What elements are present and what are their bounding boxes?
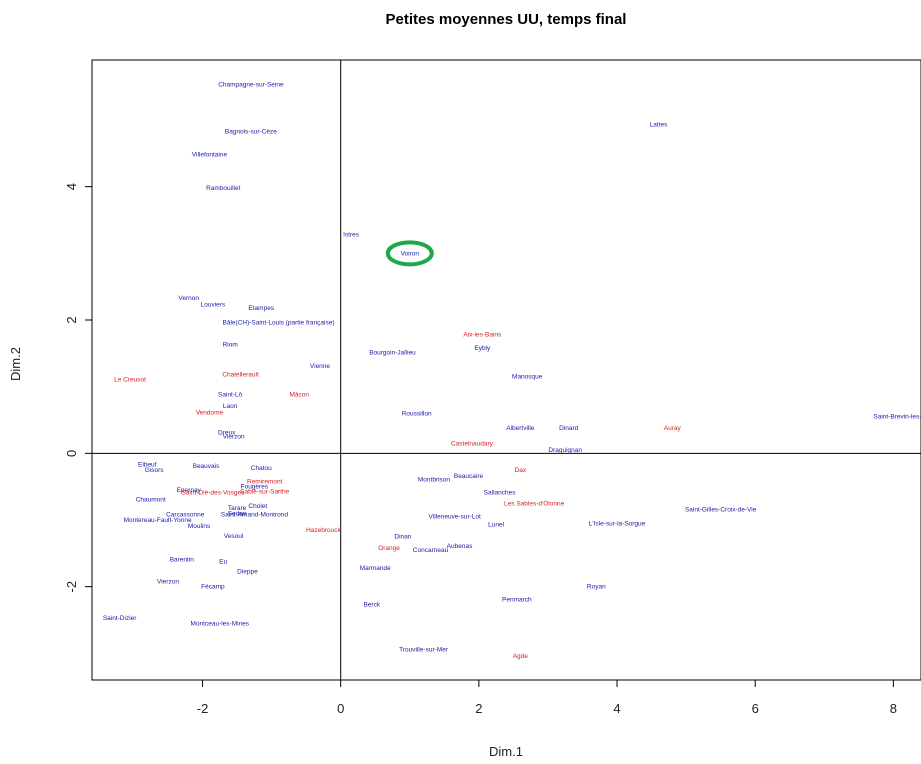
- point-label: Vierzon: [223, 434, 245, 441]
- point-label: Dinard: [559, 425, 579, 432]
- point-label: Saint-Dié-des-Vosges: [181, 490, 245, 497]
- plot-frame: [91, 59, 921, 681]
- point-label: Les Sables-d'Olonne: [504, 500, 565, 507]
- point-label: Vendome: [196, 410, 224, 417]
- point-label: Vierzon: [157, 578, 179, 585]
- y-tick-label: 0: [64, 450, 79, 457]
- point-label: Agde: [513, 653, 529, 660]
- point-label: Bâle(CH)-Saint-Louis (partie française): [223, 320, 335, 327]
- point-label: Lattes: [650, 122, 668, 129]
- highlight-layer: [385, 240, 434, 267]
- point-label: Manosque: [512, 374, 543, 381]
- y-axis: -2 0 2 4: [64, 183, 92, 592]
- point-label: Eu: [219, 558, 227, 565]
- point-label: Cholet: [248, 503, 267, 510]
- point-label: Barentin: [170, 556, 195, 563]
- highlight-ellipse: [385, 240, 434, 267]
- point-label: Roussillon: [402, 410, 432, 417]
- point-label: Fougères: [241, 484, 269, 491]
- chart-title: Petites moyennes UU, temps final: [386, 11, 627, 28]
- point-label: Saint-Amand-Montrond: [221, 512, 289, 519]
- x-tick-label: 0: [337, 701, 344, 716]
- point-label: Laon: [223, 403, 238, 410]
- x-axis-label: Dim.1: [489, 744, 523, 759]
- point-label: Sablé-sur-Sarthe: [240, 488, 290, 495]
- point-label: Epernay: [177, 487, 202, 494]
- point-label: L'Isle-sur-la-Sorgue: [589, 520, 646, 527]
- point-label: Villefontaine: [192, 152, 228, 159]
- point-label: Saint-Lô: [218, 392, 243, 399]
- point-label: Istres: [343, 232, 360, 239]
- point-label: Orange: [378, 545, 400, 552]
- point-label: Bagnols-sur-Cèze: [225, 128, 277, 135]
- x-tick-label: 2: [475, 701, 482, 716]
- point-label: Mâcon: [289, 392, 309, 399]
- point-label: Saint-Dizier: [103, 615, 137, 622]
- point-label: Dieppe: [237, 568, 258, 575]
- point-label: Saint-Brevin-les-Pins: [873, 414, 921, 421]
- point-label: Vesoul: [224, 533, 244, 540]
- point-label: Fécamp: [201, 584, 225, 591]
- y-tick-label: 2: [64, 316, 79, 323]
- point-label: Bourgoin-Jallieu: [369, 350, 416, 357]
- point-label: Champagne-sur-Seine: [218, 82, 284, 89]
- point-label: Beauvais: [193, 463, 220, 470]
- point-label: Montbrison: [418, 476, 451, 483]
- point-label: Etampes: [248, 305, 274, 312]
- point-label: Concarneau: [413, 547, 449, 554]
- point-label: Dreux: [218, 430, 236, 437]
- point-label: Vienne: [310, 363, 331, 370]
- point-label: Eybly: [474, 345, 491, 352]
- point-label: Riom: [223, 342, 238, 349]
- point-label: Marmande: [360, 565, 391, 572]
- point-label: Sedan: [228, 510, 247, 517]
- x-tick-label: 6: [752, 701, 759, 716]
- point-label: Beaucaire: [454, 473, 484, 480]
- x-axis: -2 0 2 4 6 8: [197, 680, 897, 716]
- point-label: Saint-Gilles-Croix-de-Vie: [685, 506, 757, 513]
- point-label: Albertville: [506, 425, 535, 432]
- reference-lines: [92, 60, 921, 680]
- point-label: Chatou: [251, 465, 272, 472]
- point-labels: Champagne-sur-Seine Bagnols-sur-Cèze Ville…: [103, 82, 921, 660]
- point-label: Auray: [664, 425, 682, 432]
- point-label: Voiron: [401, 250, 420, 257]
- y-tick-label: 4: [64, 183, 79, 190]
- point-label: Castelnaudary: [451, 440, 494, 447]
- point-label: Aubenas: [447, 543, 473, 550]
- point-label: Hazebrouck: [306, 527, 341, 534]
- point-label: Elbeuf: [138, 462, 157, 469]
- x-tick-label: 4: [613, 701, 620, 716]
- y-tick-label: -2: [64, 581, 79, 593]
- point-label: Dinan: [394, 534, 411, 541]
- point-label: Trouville-sur-Mer: [399, 646, 449, 653]
- x-tick-label: -2: [197, 701, 209, 716]
- point-label: Carcassonne: [166, 512, 205, 519]
- point-label: Montceau-les-Mines: [191, 620, 250, 627]
- point-label: Dax: [515, 467, 527, 474]
- point-label: Remiremont: [247, 478, 283, 485]
- point-label: Gisors: [145, 467, 165, 474]
- point-label: Royan: [587, 584, 606, 591]
- point-label: Rambouillet: [206, 185, 241, 192]
- point-label: Tarare: [228, 505, 247, 512]
- point-label: Louviers: [201, 302, 226, 309]
- point-label: Berck: [363, 602, 380, 609]
- point-label: Lunel: [488, 522, 504, 529]
- point-label: Chatellerault: [222, 372, 259, 379]
- point-label: Chaumont: [136, 496, 166, 503]
- x-tick-label: 8: [890, 701, 897, 716]
- point-label: Penmarch: [502, 596, 532, 603]
- point-label: Aix-les-Bains: [463, 332, 502, 339]
- point-label: Moulins: [188, 523, 211, 530]
- point-label: Le Creusot: [114, 376, 146, 383]
- point-label: Villeneuve-sur-Lot: [429, 514, 481, 521]
- point-label: Montereau-Fault-Yonne: [124, 517, 192, 524]
- y-axis-label: Dim.2: [8, 347, 23, 381]
- point-label: Vernon: [178, 295, 199, 302]
- point-label: Draguignan: [548, 447, 582, 454]
- point-label: Sallanches: [484, 490, 517, 497]
